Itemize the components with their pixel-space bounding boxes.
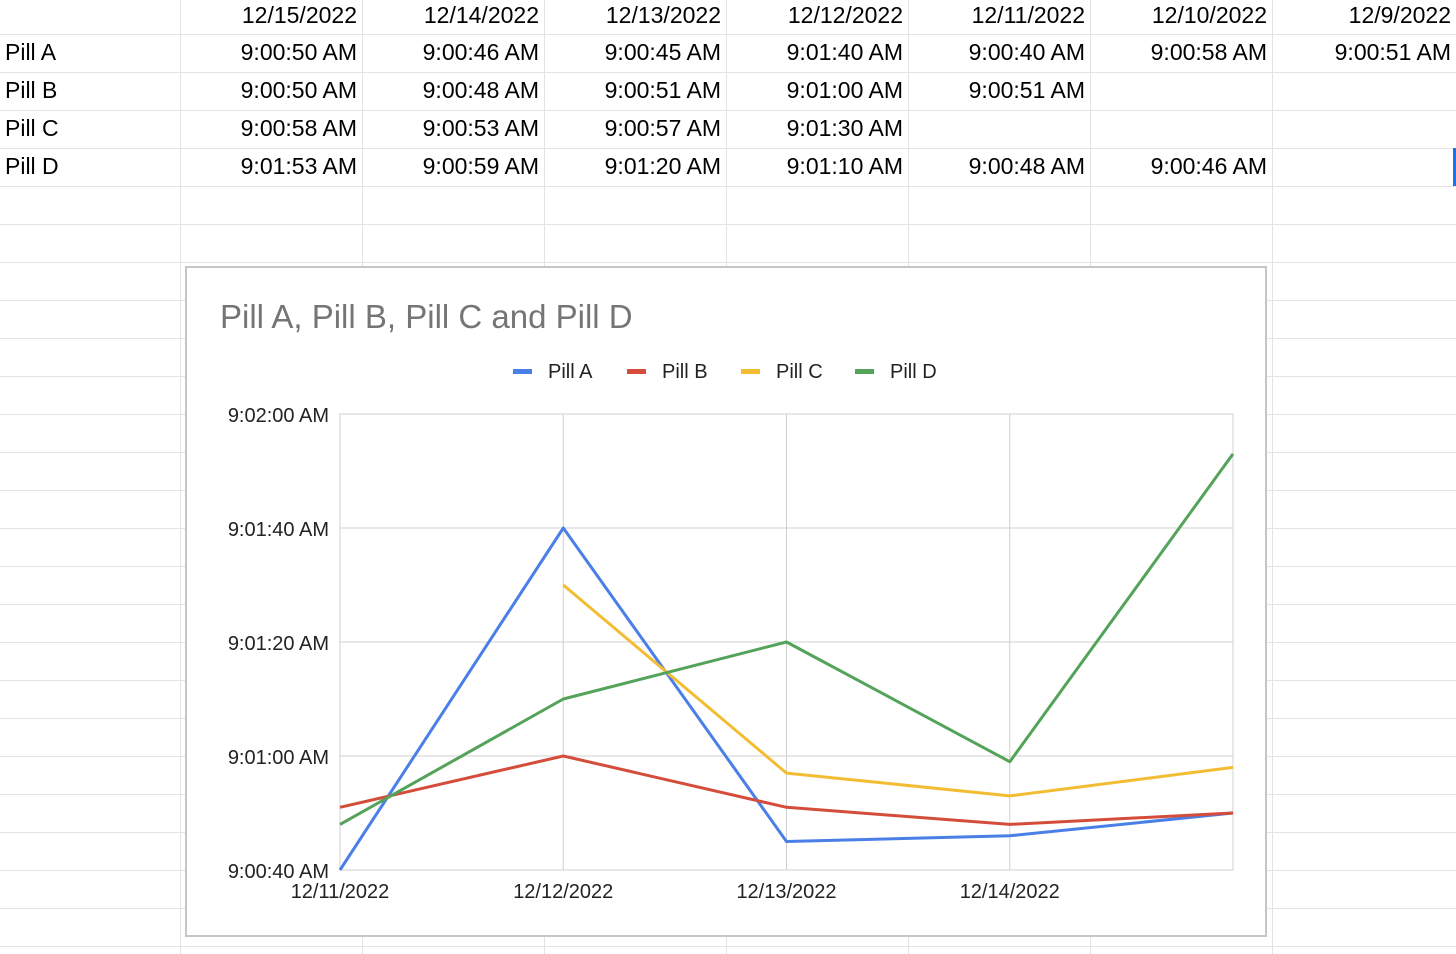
time-cell[interactable]: 9:00:48 AM xyxy=(422,77,539,103)
y-tick-label: 9:01:40 AM xyxy=(228,519,329,541)
time-cell[interactable]: 9:00:46 AM xyxy=(1150,153,1267,179)
time-cell[interactable]: 9:00:40 AM xyxy=(968,39,1085,65)
grid-column-line xyxy=(1272,0,1273,954)
date-header-cell[interactable]: 12/11/2022 xyxy=(971,2,1085,28)
time-cell[interactable] xyxy=(908,110,1090,147)
date-header-cell[interactable]: 12/14/2022 xyxy=(423,2,539,28)
date-header-cell[interactable]: 12/13/2022 xyxy=(605,2,721,28)
y-tick-label: 9:01:00 AM xyxy=(228,747,329,769)
grid-column-line xyxy=(180,0,181,954)
time-cell[interactable]: 9:00:59 AM xyxy=(422,153,539,179)
time-cell[interactable]: 9:00:50 AM xyxy=(240,77,357,103)
time-cell[interactable] xyxy=(1272,72,1456,109)
row-label-cell[interactable]: Pill D xyxy=(5,153,59,179)
time-cell[interactable] xyxy=(1090,110,1272,147)
time-cell[interactable]: 9:01:00 AM xyxy=(786,77,903,103)
time-cell[interactable]: 9:00:48 AM xyxy=(968,153,1085,179)
time-cell[interactable]: 9:00:57 AM xyxy=(604,115,721,141)
time-cell[interactable] xyxy=(1272,110,1456,147)
grid-row-line xyxy=(0,34,1456,35)
time-cell[interactable]: 9:00:51 AM xyxy=(604,77,721,103)
row-label-cell[interactable]: Pill C xyxy=(5,115,59,141)
time-cell[interactable]: 9:00:58 AM xyxy=(1150,39,1267,65)
row-label-cell[interactable]: Pill B xyxy=(5,77,58,103)
time-cell[interactable]: 9:00:51 AM xyxy=(1334,39,1451,65)
grid-row-line xyxy=(0,110,1456,111)
time-cell[interactable] xyxy=(1272,148,1456,185)
time-cell[interactable]: 9:01:20 AM xyxy=(604,153,721,179)
time-cell[interactable] xyxy=(1090,72,1272,109)
x-tick-label: 12/13/2022 xyxy=(736,881,836,903)
legend-swatch xyxy=(627,369,646,374)
series-line-pill-a xyxy=(338,526,1234,871)
grid-row-line xyxy=(0,186,1456,187)
y-tick-label: 9:02:00 AM xyxy=(228,405,329,427)
x-tick-label: 12/14/2022 xyxy=(960,881,1060,903)
date-header-cell[interactable]: 12/10/2022 xyxy=(1151,2,1267,28)
time-cell[interactable]: 9:01:30 AM xyxy=(786,115,903,141)
legend-label: Pill D xyxy=(890,361,937,383)
series-line-pill-c xyxy=(562,583,1234,798)
y-tick-label: 9:00:40 AM xyxy=(228,861,329,883)
grid-row-line xyxy=(0,262,1456,263)
row-label-cell[interactable]: Pill A xyxy=(5,39,57,65)
grid-row-line xyxy=(0,224,1456,225)
legend-label: Pill B xyxy=(662,361,708,383)
chart-title: Pill A, Pill B, Pill C and Pill D xyxy=(220,298,633,335)
series-line-pill-d xyxy=(339,453,1235,826)
time-cell[interactable]: 9:01:40 AM xyxy=(786,39,903,65)
time-cell[interactable]: 9:00:46 AM xyxy=(422,39,539,65)
grid-row-line xyxy=(0,148,1456,149)
time-cell[interactable]: 9:00:50 AM xyxy=(240,39,357,65)
x-tick-label: 12/11/2022 xyxy=(291,881,390,903)
time-cell[interactable]: 9:01:53 AM xyxy=(240,153,357,179)
date-header-cell[interactable]: 12/9/2022 xyxy=(1348,2,1451,28)
time-cell[interactable]: 9:00:51 AM xyxy=(968,77,1085,103)
legend-label: Pill A xyxy=(548,361,593,383)
grid-row-line xyxy=(0,72,1456,73)
time-cell[interactable]: 9:00:45 AM xyxy=(604,39,721,65)
legend-label: Pill C xyxy=(776,361,823,383)
time-cell[interactable]: 9:01:10 AM xyxy=(786,153,903,179)
time-cell[interactable]: 9:00:53 AM xyxy=(422,115,539,141)
chart-canvas: 9:00:40 AM 9:01:00 AM 9:01:20 AM 9:01:40 AM… xyxy=(228,361,1235,903)
date-header-cell[interactable]: 12/12/2022 xyxy=(787,2,903,28)
legend-swatch xyxy=(855,369,874,374)
date-header-cell[interactable]: 12/15/2022 xyxy=(241,2,357,28)
y-tick-label: 9:01:20 AM xyxy=(228,633,329,655)
selected-cell-border xyxy=(1453,148,1456,186)
grid-row-line xyxy=(0,946,1456,947)
legend-swatch xyxy=(741,369,760,374)
line-chart[interactable]: Pill A, Pill B, Pill C and Pill D 9:00:4… xyxy=(185,266,1267,937)
legend-swatch xyxy=(513,369,532,374)
series-line-pill-b xyxy=(339,754,1234,826)
time-cell[interactable]: 9:00:58 AM xyxy=(240,115,357,141)
x-tick-label: 12/12/2022 xyxy=(513,881,613,903)
